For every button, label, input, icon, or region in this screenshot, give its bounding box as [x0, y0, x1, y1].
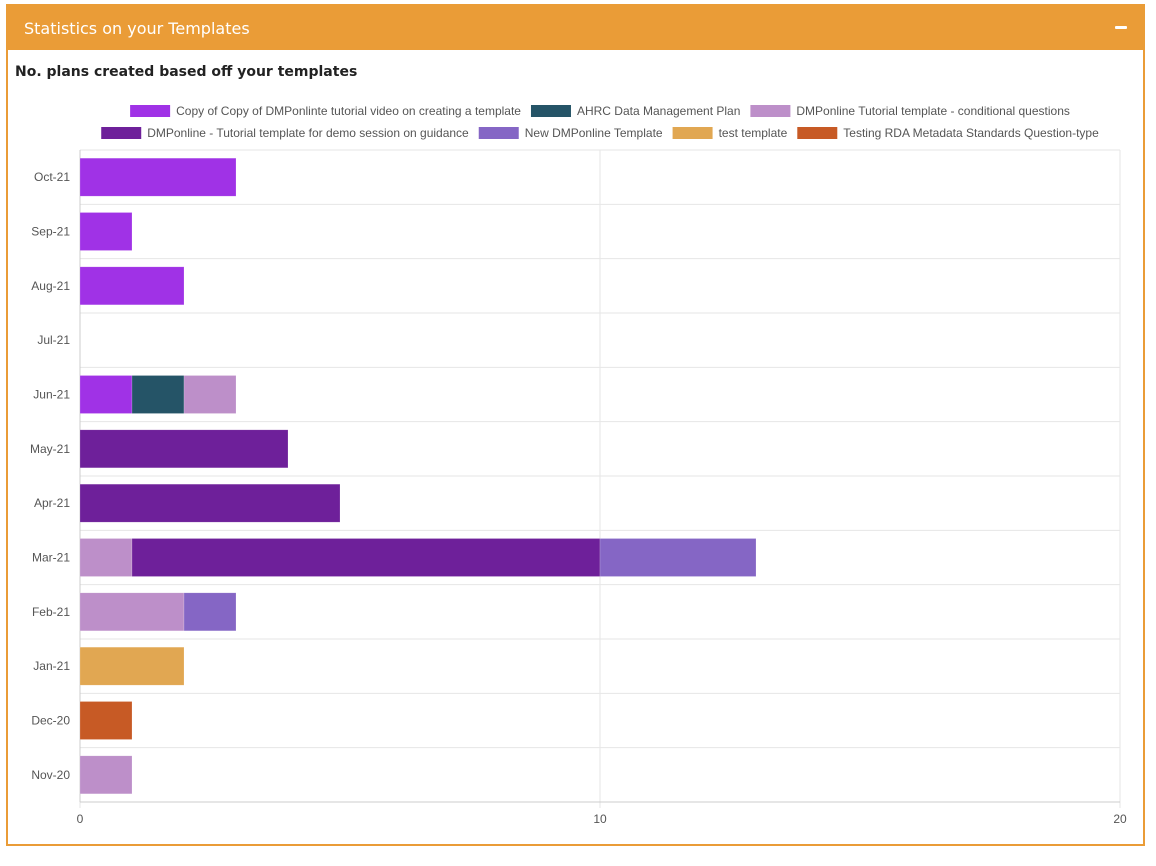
- legend-label: DMPonline - Tutorial template for demo s…: [147, 126, 469, 140]
- legend-label: DMPonline Tutorial template - conditiona…: [796, 104, 1069, 118]
- chart-heading: No. plans created based off your templat…: [15, 64, 358, 80]
- legend-label: New DMPonline Template: [525, 126, 663, 140]
- bar-segment: [79, 212, 133, 251]
- panel-header[interactable]: Statistics on your Templates: [8, 6, 1143, 50]
- bar-segment: [599, 538, 757, 577]
- panel-title: Statistics on your Templates: [24, 19, 250, 38]
- legend-swatch: [130, 105, 171, 117]
- bar-segment: [79, 157, 237, 197]
- legend-label: AHRC Data Management Plan: [577, 104, 740, 118]
- legend-swatch: [478, 127, 519, 139]
- bar-segment: [79, 538, 133, 577]
- y-tick-label: Apr-21: [34, 496, 70, 510]
- y-tick-label: Dec-20: [31, 714, 70, 728]
- y-tick-label: Jan-21: [33, 659, 70, 673]
- legend-swatch: [101, 127, 142, 139]
- legend-label: Testing RDA Metadata Standards Question-…: [843, 126, 1099, 140]
- templates-statistics-panel: Statistics on your Templates: [6, 4, 1145, 846]
- y-tick-label: Oct-21: [34, 170, 70, 184]
- bar-segment: [131, 538, 601, 577]
- bar-segment: [79, 646, 185, 686]
- y-tick-label: Nov-20: [31, 768, 70, 782]
- x-tick-label: 20: [1113, 812, 1127, 826]
- bar-segment: [79, 755, 133, 795]
- minus-icon: [1115, 26, 1127, 29]
- y-tick-label: Sep-21: [31, 225, 70, 239]
- legend-label: test template: [719, 126, 788, 140]
- bar-segment: [79, 429, 289, 469]
- collapse-button[interactable]: [1111, 16, 1133, 38]
- y-tick-label: Jun-21: [33, 388, 70, 402]
- y-tick-label: Mar-21: [32, 551, 70, 565]
- y-tick-label: Aug-21: [31, 279, 70, 293]
- y-tick-label: May-21: [30, 442, 70, 456]
- bar-segment: [79, 375, 133, 414]
- bar-segment: [79, 701, 133, 740]
- x-tick-label: 10: [593, 812, 607, 826]
- x-tick-label: 0: [77, 812, 84, 826]
- legend-swatch: [750, 105, 791, 117]
- legend-swatch: [797, 127, 838, 139]
- bar-segment: [79, 483, 341, 523]
- bar-segment: [183, 375, 237, 414]
- y-tick-label: Feb-21: [32, 605, 70, 619]
- legend-label: Copy of Copy of DMPonlinte tutorial vide…: [176, 104, 521, 118]
- bar-segment: [79, 592, 185, 632]
- legend-swatch: [672, 127, 713, 139]
- bar-segment: [183, 592, 237, 632]
- bar-segment: [131, 375, 185, 414]
- legend-swatch: [530, 105, 571, 117]
- bar-segment: [79, 266, 185, 306]
- y-tick-label: Jul-21: [37, 333, 70, 347]
